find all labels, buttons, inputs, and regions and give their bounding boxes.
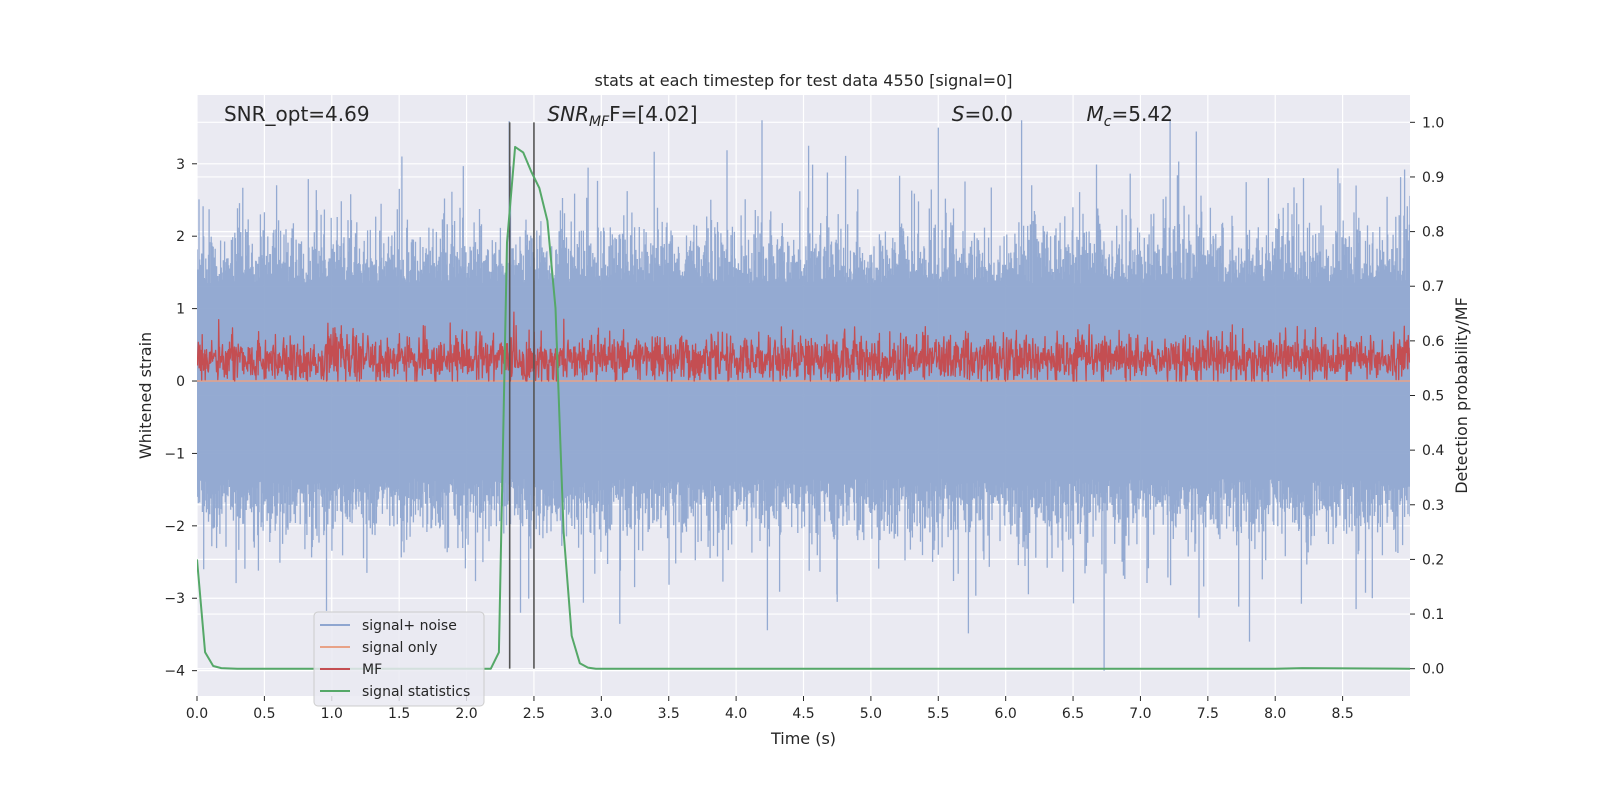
legend-label: signal statistics — [362, 684, 470, 700]
x-tick-label: 2.5 — [523, 706, 545, 722]
x-axis-title: Time (s) — [770, 729, 836, 748]
legend-box — [313, 611, 485, 707]
x-tick-label: 6.0 — [995, 706, 1017, 722]
x-tick-label: 7.0 — [1129, 706, 1151, 722]
x-tick-label: 3.5 — [658, 706, 680, 722]
y-right-tick-label: 0.6 — [1422, 334, 1444, 350]
mf-trace — [197, 311, 1410, 382]
x-tick-label: 5.5 — [927, 706, 949, 722]
y-right-tick-label: 0.1 — [1422, 607, 1444, 623]
legend-label: signal+ noise — [362, 618, 457, 634]
y-right-axis-title: Detection probability/MF — [1452, 297, 1471, 494]
y-axis-title: Whitened strain — [136, 332, 155, 459]
annotation-snr-mf-main: SNR — [547, 102, 589, 126]
signal-statistics-line — [197, 145, 1410, 670]
x-tick-label: 2.0 — [455, 706, 477, 722]
y-right-tick-label: 1.0 — [1422, 115, 1444, 131]
annotation-mc-sub: c — [1104, 114, 1112, 130]
x-tick-label: 3.0 — [590, 706, 612, 722]
y-right-tick-label: 0.5 — [1422, 389, 1444, 405]
y-right-tick-label: 0.9 — [1422, 170, 1444, 186]
x-tick-label: 7.5 — [1197, 706, 1219, 722]
axis-ticks: 0.0 0.5 1.0 1.5 2.0 2.5 3.0 3.5 4.0 4.5 5.0 5.5 6.0 6… — [164, 115, 1444, 722]
annotation-s: S=0.0 — [952, 102, 1013, 126]
y-tick-label: 1 — [176, 302, 185, 318]
y-right-tick-label: 0.2 — [1422, 552, 1444, 568]
legend-label: MF — [362, 662, 382, 678]
y-right-tick-label: 0.0 — [1422, 662, 1444, 678]
annotation-snr-mf-suffix: F=[4.02] — [609, 102, 697, 126]
legend: signal+ noise signal only MF signal statist… — [313, 611, 485, 707]
y-tick-label: −2 — [164, 519, 185, 535]
annotation-snr-mf-sub: MF — [589, 114, 610, 130]
y-tick-label: −4 — [164, 664, 185, 680]
x-tick-label: 1.0 — [321, 706, 343, 722]
x-tick-label: 5.0 — [860, 706, 882, 722]
x-tick-label: 0.0 — [186, 706, 208, 722]
y-tick-label: 3 — [176, 157, 185, 173]
x-tick-label: 8.5 — [1331, 706, 1353, 722]
annotation-mc-main: M — [1087, 102, 1104, 126]
annotation-snr-mf: SNRMFF=[4.02] — [547, 102, 697, 130]
x-tick-label: 4.0 — [725, 706, 747, 722]
annotation-mc: Mc=5.42 — [1087, 102, 1173, 130]
y-tick-label: −3 — [164, 591, 185, 607]
x-tick-label: 6.5 — [1062, 706, 1084, 722]
y-right-tick-label: 0.4 — [1422, 443, 1444, 459]
x-tick-label: 8.0 — [1264, 706, 1286, 722]
annotation-snr-opt: SNR_opt=4.69 — [224, 102, 370, 126]
chart-title: stats at each timestep for test data 455… — [594, 71, 1012, 90]
annotation-s-suffix: =0.0 — [964, 102, 1013, 126]
y-tick-label: 0 — [176, 374, 185, 390]
x-tick-label: 1.5 — [388, 706, 410, 722]
y-right-tick-label: 0.3 — [1422, 498, 1444, 514]
series-mf — [197, 311, 1410, 382]
x-tick-label: 4.5 — [792, 706, 814, 722]
y-right-tick-label: 0.7 — [1422, 279, 1444, 295]
x-tick-label: 0.5 — [253, 706, 275, 722]
legend-label: signal only — [362, 640, 437, 656]
y-tick-label: −1 — [164, 446, 185, 462]
annotation-mc-suffix: =5.42 — [1112, 102, 1173, 126]
series-signal-statistics — [197, 145, 1410, 670]
annotation-s-main: S — [952, 102, 965, 126]
y-tick-label: 2 — [176, 229, 185, 245]
y-right-tick-label: 0.8 — [1422, 225, 1444, 241]
